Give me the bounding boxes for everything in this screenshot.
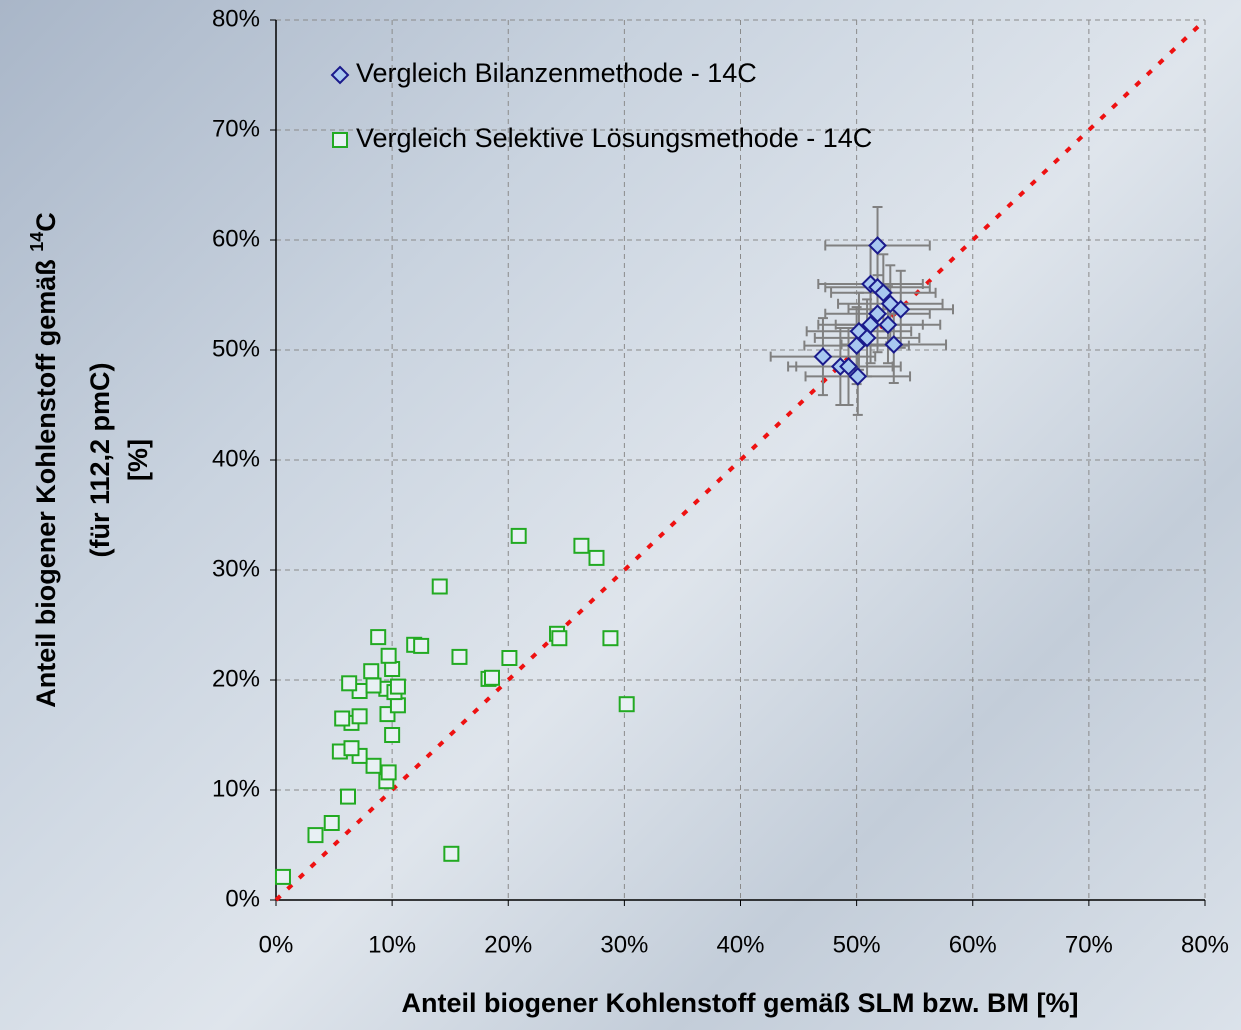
legend-marker [332, 67, 348, 83]
y-axis-title: Anteil biogener Kohlenstoff gemäß 14C [27, 212, 61, 708]
y-axis-title-part: Anteil biogener Kohlenstoff gemäß [31, 252, 61, 708]
y-tick-label: 10% [212, 775, 260, 802]
y-tick-label: 30% [212, 555, 260, 582]
marker [620, 697, 634, 711]
marker [385, 728, 399, 742]
marker [364, 664, 378, 678]
y-tick-label: 50% [212, 335, 260, 362]
marker [574, 539, 588, 553]
y-tick-label: 20% [212, 665, 260, 692]
legend-marker [333, 133, 347, 147]
marker [367, 759, 381, 773]
x-tick-label: 50% [833, 931, 881, 958]
marker [391, 698, 405, 712]
x-tick-label: 70% [1065, 931, 1113, 958]
marker [382, 765, 396, 779]
y-tick-label: 40% [212, 445, 260, 472]
marker [590, 551, 604, 565]
x-tick-label: 40% [716, 931, 764, 958]
marker [341, 790, 355, 804]
x-tick-label: 10% [368, 931, 416, 958]
x-tick-label: 80% [1181, 931, 1229, 958]
marker [308, 828, 322, 842]
marker [552, 631, 566, 645]
y-tick-label: 80% [212, 5, 260, 32]
x-tick-label: 20% [484, 931, 532, 958]
marker [603, 631, 617, 645]
marker [815, 349, 831, 365]
marker [433, 580, 447, 594]
legend-label: Vergleich Selektive Lösungsmethode - 14C [356, 123, 872, 153]
marker [452, 650, 466, 664]
marker [391, 680, 405, 694]
y-axis-title-line: [%] [123, 439, 153, 481]
x-axis-title: Anteil biogener Kohlenstoff gemäß SLM bz… [402, 988, 1079, 1018]
marker [353, 709, 367, 723]
y-axis-title-line: (für 112,2 pmC) [85, 362, 115, 557]
x-tick-label: 0% [259, 931, 294, 958]
y-tick-label: 70% [212, 115, 260, 142]
marker [414, 639, 428, 653]
x-tick-label: 30% [600, 931, 648, 958]
marker [276, 870, 290, 884]
y-axis-title-sup: 14 [27, 232, 47, 252]
marker [371, 630, 385, 644]
marker [502, 651, 516, 665]
marker [344, 741, 358, 755]
marker [342, 676, 356, 690]
x-tick-label: 60% [949, 931, 997, 958]
marker [382, 649, 396, 663]
y-tick-label: 60% [212, 225, 260, 252]
marker [367, 679, 381, 693]
marker [385, 662, 399, 676]
marker [512, 529, 526, 543]
marker [444, 847, 458, 861]
y-axis-title-part: C [31, 212, 61, 232]
marker [325, 816, 339, 830]
legend-label: Vergleich Bilanzenmethode - 14C [356, 58, 757, 88]
marker [335, 712, 349, 726]
marker [485, 671, 499, 685]
chart: Anteil biogener Kohlenstoff gemäß SLM bz… [0, 0, 1241, 1030]
y-tick-label: 0% [225, 885, 260, 912]
